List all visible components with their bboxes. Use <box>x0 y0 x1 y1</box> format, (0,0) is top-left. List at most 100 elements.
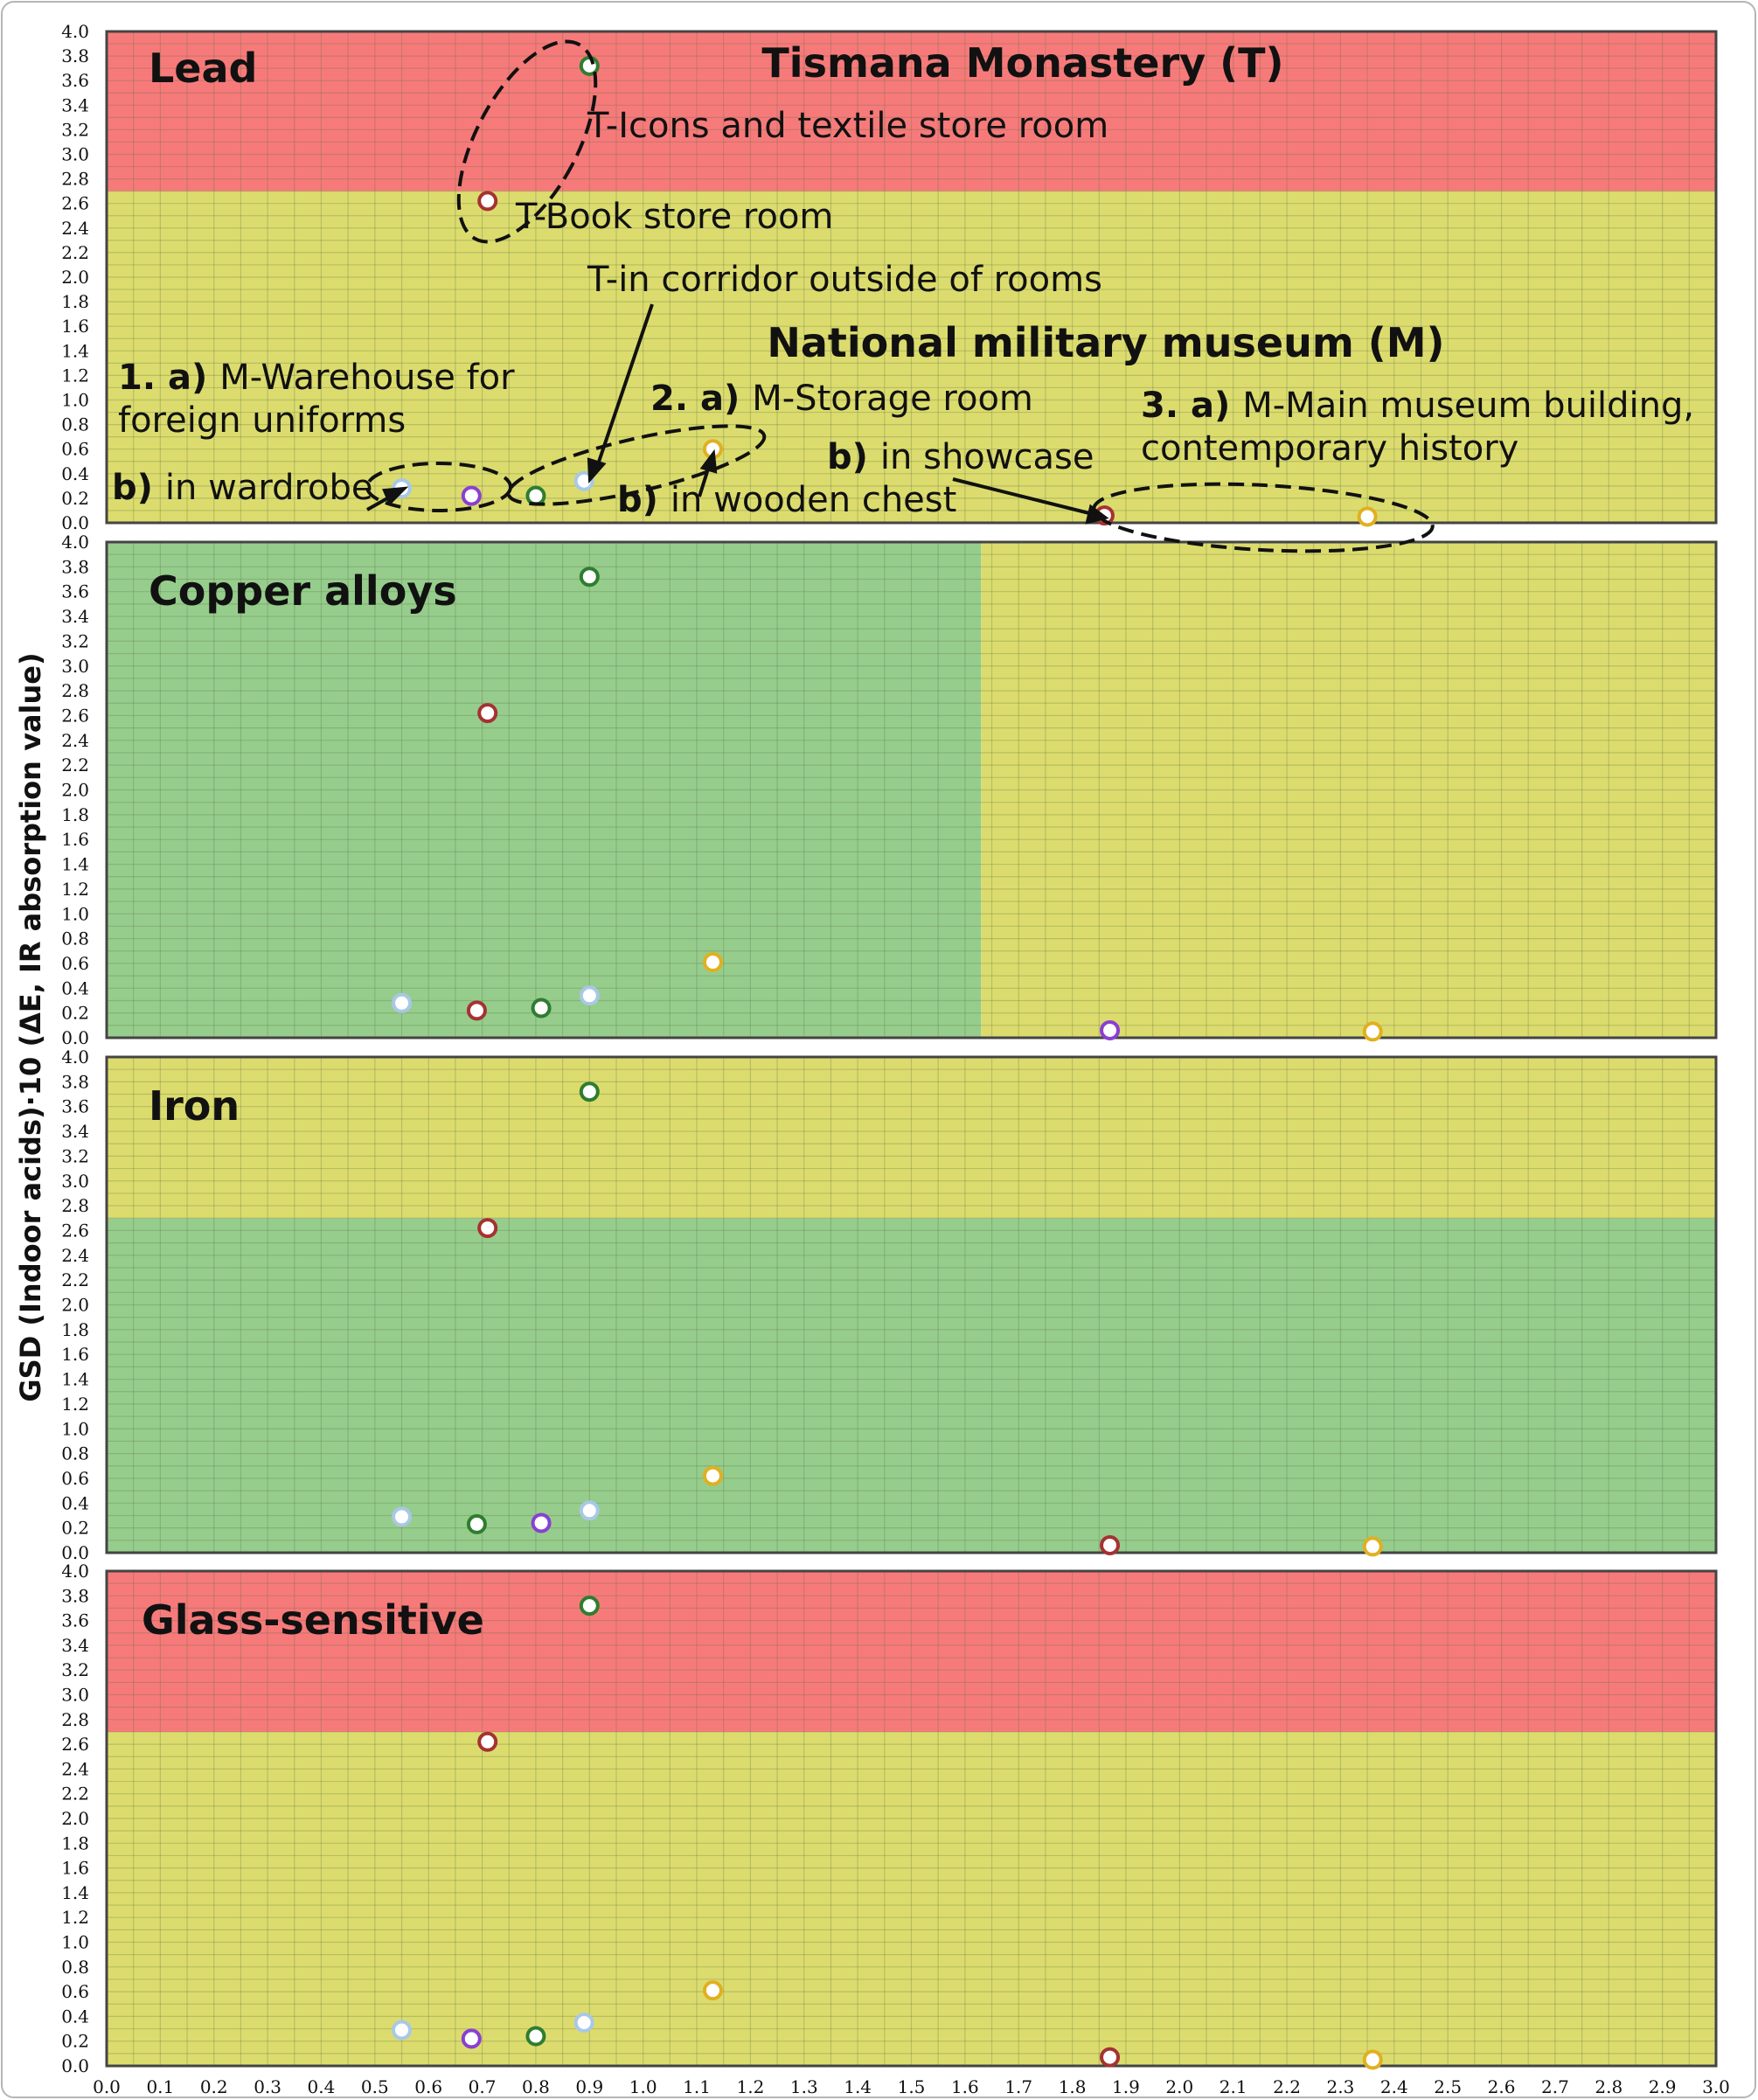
y-tick-label: 1.8 <box>61 1319 89 1340</box>
y-tick-label: 2.0 <box>61 780 89 801</box>
zone-yellow <box>107 1057 1716 1219</box>
t-book-label: T-Book store room <box>515 197 833 237</box>
m2-num: 2. a) <box>650 379 740 419</box>
y-tick-label: 3.2 <box>61 1659 89 1680</box>
m1-text: M-Warehouse for <box>219 358 515 398</box>
x-tick-label: 3.0 <box>1702 2076 1730 2097</box>
y-tick-label: 3.8 <box>61 1585 89 1606</box>
x-tick-label: 0.6 <box>414 2076 442 2097</box>
y-tick-label: 2.0 <box>61 267 89 288</box>
data-point <box>531 998 552 1019</box>
data-point <box>579 567 600 588</box>
showcase-arrowhead <box>1085 504 1109 525</box>
annotations: Tismana Monastery (T) T-Icons and textil… <box>112 39 1694 553</box>
m1b-text: in wardrobe <box>165 468 373 508</box>
m3b-text: in showcase <box>880 437 1094 477</box>
y-tick-label: 2.4 <box>61 730 89 751</box>
data-point <box>466 1000 487 1021</box>
y-tick-label: 4.0 <box>61 1561 89 1582</box>
data-point <box>579 1081 600 1102</box>
x-tick-label: 0.0 <box>93 2076 121 2097</box>
data-point <box>531 1512 552 1533</box>
data-point <box>702 1465 723 1486</box>
y-tick-label: 3.6 <box>61 1610 89 1631</box>
corridor-arrowhead <box>587 457 607 484</box>
corridor-arrow <box>594 303 654 470</box>
y-tick-label: 2.0 <box>61 1295 89 1316</box>
data-point <box>392 1506 413 1527</box>
x-tick-label: 2.4 <box>1380 2076 1408 2097</box>
t-icons-label: T-Icons and textile store room <box>587 106 1108 146</box>
y-tick-label: 0.2 <box>61 1003 89 1024</box>
data-point <box>392 992 413 1013</box>
data-point <box>1100 1019 1121 1040</box>
data-point <box>1362 1021 1383 1042</box>
wardrobe-arrowhead <box>382 486 409 506</box>
data-point <box>1100 2047 1121 2068</box>
y-tick-label: 4.0 <box>61 21 89 42</box>
x-tick-label: 2.8 <box>1595 2076 1623 2097</box>
x-tick-label: 2.7 <box>1541 2076 1569 2097</box>
m2-label: 2. a) M-Storage room <box>650 379 1033 419</box>
y-tick-label: 0.4 <box>61 1492 89 1513</box>
y-tick-label: 3.8 <box>61 556 89 577</box>
data-point <box>702 1980 723 2001</box>
y-tick-label: 2.8 <box>61 169 89 190</box>
data-point <box>579 55 600 76</box>
data-point <box>702 952 723 973</box>
data-point <box>392 2020 413 2041</box>
data-points <box>392 1596 1383 2070</box>
y-tick-label: 0.8 <box>61 928 89 949</box>
y-tick-label: 2.2 <box>61 754 89 775</box>
x-tick-label: 1.5 <box>898 2076 926 2097</box>
y-tick-label: 2.4 <box>61 1245 89 1266</box>
y-tick-label: 1.2 <box>61 1394 89 1415</box>
y-tick-label: 0.0 <box>61 1027 89 1048</box>
data-point <box>461 485 482 506</box>
y-tick-label: 3.0 <box>61 656 89 677</box>
data-point <box>461 2028 482 2049</box>
y-tick-label: 4.0 <box>61 1047 89 1067</box>
x-tick-label: 2.5 <box>1434 2076 1462 2097</box>
y-tick-label: 2.6 <box>61 705 89 726</box>
x-tick-label: 1.4 <box>844 2076 872 2097</box>
x-tick-label: 0.1 <box>146 2076 174 2097</box>
x-tick-label: 1.2 <box>736 2076 764 2097</box>
x-tick-label: 1.9 <box>1112 2076 1140 2097</box>
y-tick-label: 1.0 <box>61 903 89 924</box>
data-points <box>392 567 1383 1042</box>
m3b-num: b) <box>827 437 868 477</box>
panel-3: 0.0 0.2 0.4 0.6 0.8 1.0 1.2 1.4 1.6 1.8 2.0 2.2 2.4 2… <box>61 1047 1718 1563</box>
x-tick-label: 0.3 <box>254 2076 281 2097</box>
y-tick-label: 3.0 <box>61 1685 89 1706</box>
y-tick-label: 1.2 <box>61 365 89 386</box>
x-tick-label: 0.2 <box>200 2076 228 2097</box>
x-tick-label: 1.7 <box>1004 2076 1032 2097</box>
x-tick-label: 0.4 <box>308 2076 336 2097</box>
data-point <box>1362 2049 1383 2070</box>
y-tick-label: 3.0 <box>61 144 89 165</box>
y-tick-label: 0.8 <box>61 1957 89 1978</box>
y-tick-label: 2.6 <box>61 1734 89 1755</box>
grid <box>106 541 1717 1039</box>
y-tick-label: 2.2 <box>61 1784 89 1804</box>
y-tick-label: 1.4 <box>61 854 89 875</box>
x-axis-ticks: 0.0 0.1 0.2 0.3 0.4 0.5 0.6 0.7 0.8 0.9 1.0 1.1 1.2 1… <box>93 2076 1730 2097</box>
y-tick-label: 0.4 <box>61 977 89 998</box>
y-tick-label: 3.4 <box>61 1121 89 1142</box>
y-tick-label: 1.0 <box>61 1932 89 1953</box>
x-tick-label: 0.8 <box>522 2076 550 2097</box>
y-tick-label: 1.2 <box>61 879 89 900</box>
y-tick-label: 0.0 <box>61 2055 89 2076</box>
data-point <box>477 703 498 724</box>
y-tick-label: 2.0 <box>61 1808 89 1829</box>
data-point <box>477 1731 498 1752</box>
y-tick-label: 1.4 <box>61 1369 89 1390</box>
y-tick-label: 1.0 <box>61 1418 89 1439</box>
y-tick-label: 0.6 <box>61 1981 89 2002</box>
y-tick-label: 1.8 <box>61 291 89 312</box>
panel-2: 0.0 0.2 0.4 0.6 0.8 1.0 1.2 1.4 1.6 1.8 2.0 2.2 2.4 2… <box>61 532 1718 1048</box>
y-tick-label: 1.2 <box>61 1907 89 1928</box>
y-tick-label: 0.0 <box>61 1542 89 1563</box>
y-tick-label: 2.8 <box>61 1195 89 1216</box>
